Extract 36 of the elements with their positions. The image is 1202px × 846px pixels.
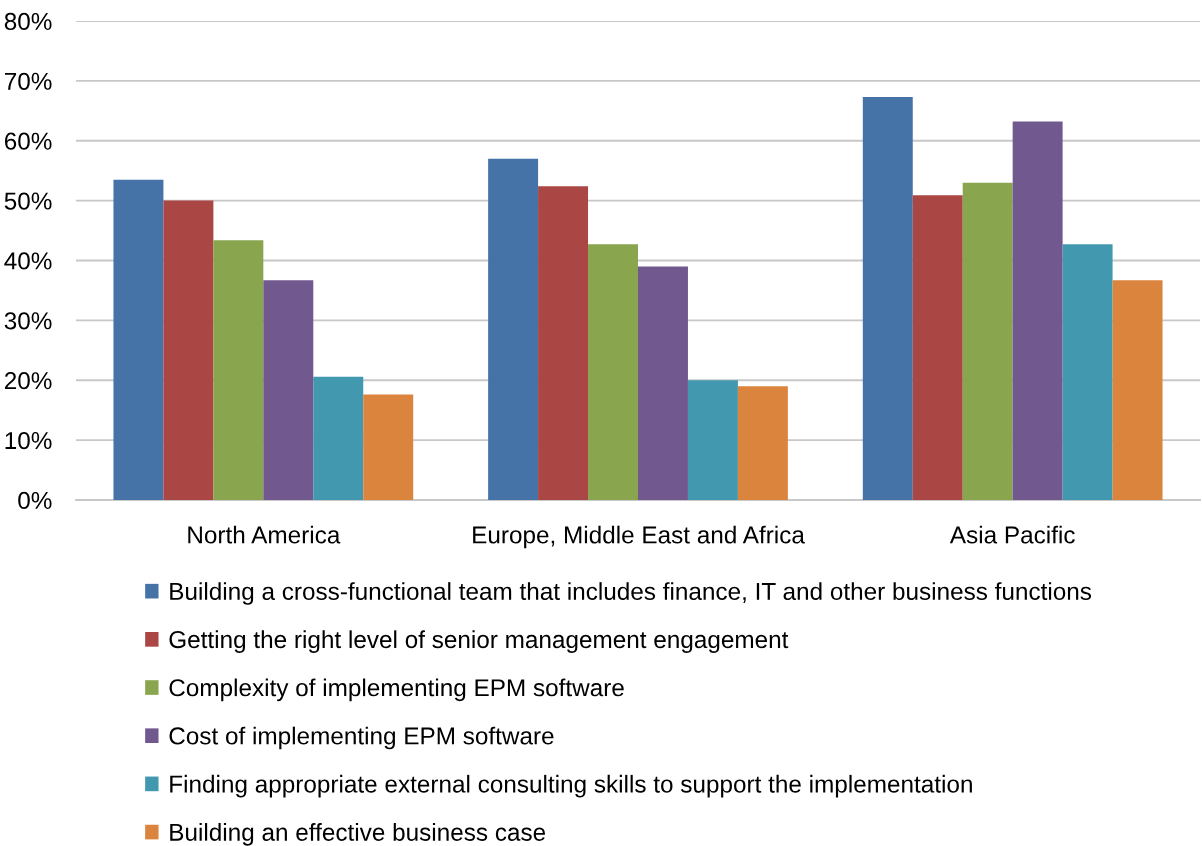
- bar: [1112, 280, 1163, 500]
- y-tick-label: 80%: [4, 12, 52, 31]
- x-tick-label: North America: [188, 525, 341, 544]
- legend-label: Building an effective business case: [170, 823, 546, 846]
- y-tick-label: 50%: [4, 192, 52, 210]
- bar: [538, 186, 589, 500]
- y-tick-label: 40%: [4, 252, 52, 270]
- y-tick-label: 0%: [18, 491, 52, 510]
- y-tick-label: 70%: [4, 72, 52, 90]
- bar: [313, 376, 364, 500]
- legend-label: Getting the right level of senior management engagement: [169, 630, 789, 653]
- y-tick-label: 60%: [4, 132, 52, 150]
- bar: [113, 179, 164, 500]
- bar: [363, 394, 414, 500]
- legend-label: Complexity of implementing EPM software: [169, 678, 624, 702]
- bar: [862, 97, 913, 500]
- x-tick-label: Asia Pacific: [949, 525, 1075, 544]
- bar: [588, 244, 638, 500]
- bar: [1062, 244, 1113, 500]
- legend-label: Building a cross-functional team that includes finance, IT and other business functions: [170, 582, 1092, 605]
- bar: [912, 195, 963, 500]
- bar: [737, 386, 788, 500]
- bar: [163, 200, 214, 500]
- y-tick-label: 30%: [4, 312, 52, 330]
- bar: [638, 266, 688, 500]
- legend-label: Cost of implementing EPM software: [169, 726, 554, 750]
- bar: [213, 240, 264, 500]
- bar: [488, 158, 539, 500]
- legend-label: Finding appropriate external consulting skills to support the implementation: [170, 774, 972, 798]
- y-tick-label: 10%: [5, 431, 52, 450]
- bar: [1012, 121, 1063, 500]
- y-tick-label: 20%: [4, 372, 52, 390]
- bar: [263, 280, 314, 500]
- x-tick-label: Europe, Middle East and Africa: [473, 525, 805, 549]
- bar: [962, 182, 1013, 500]
- bar: [687, 380, 738, 500]
